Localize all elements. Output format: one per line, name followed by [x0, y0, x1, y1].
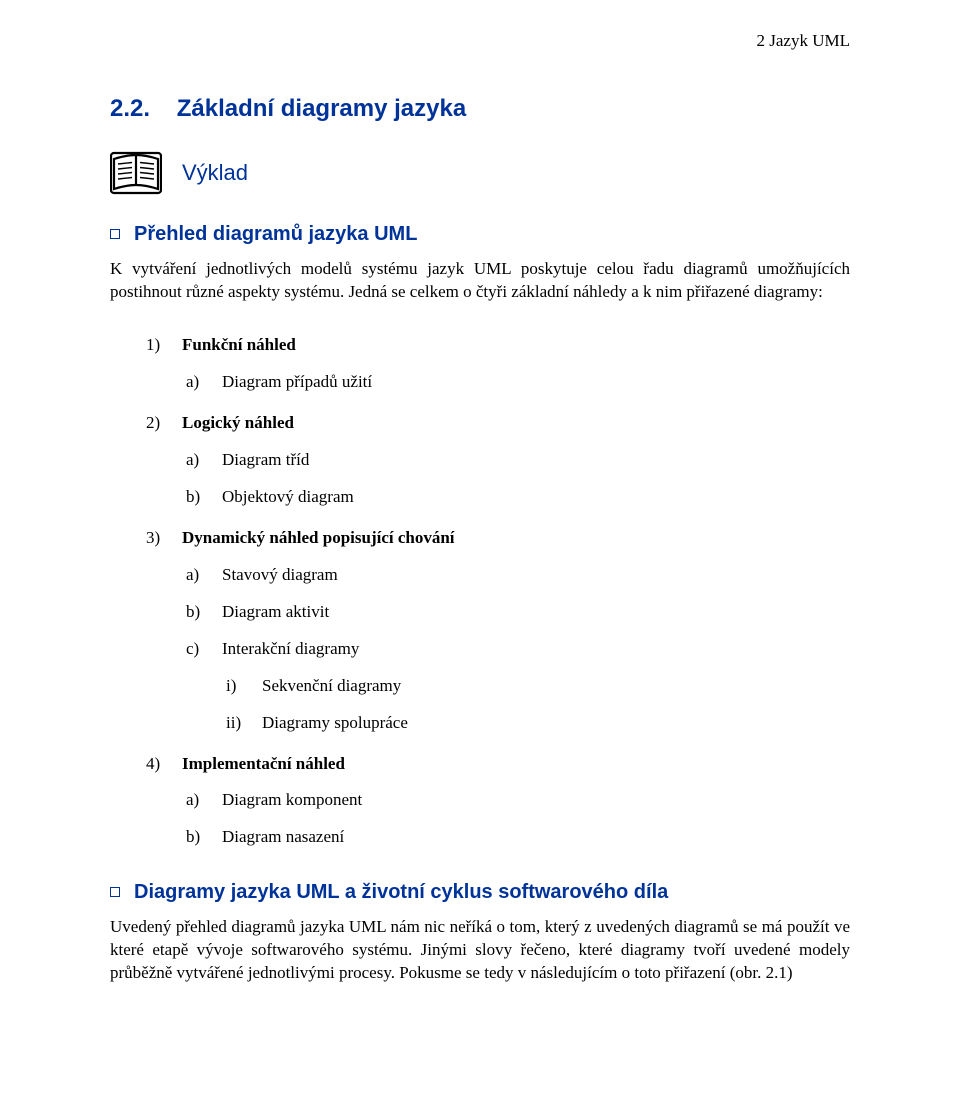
outline-item-3c-i: i) Sekvenční diagramy: [226, 675, 850, 698]
marker: a): [186, 449, 212, 472]
subhead-row-2: Diagramy jazyka UML a životní cyklus sof…: [110, 879, 850, 906]
outline-list: 1) Funkční náhled a) Diagram případů uži…: [110, 334, 850, 849]
outline-item-3: 3) Dynamický náhled popisující chování a…: [146, 527, 850, 735]
outline-label: Objektový diagram: [222, 486, 354, 509]
outline-label: Implementační náhled: [182, 753, 345, 776]
outline-item-3c: c) Interakční diagramy i) Sekvenční diag…: [186, 638, 850, 735]
vyklad-label: Výklad: [182, 158, 248, 188]
outline-item-1: 1) Funkční náhled a) Diagram případů uži…: [146, 334, 850, 394]
subhead-2: Diagramy jazyka UML a životní cyklus sof…: [134, 879, 668, 906]
section-heading: 2.2. Základní diagramy jazyka: [110, 93, 850, 125]
outline-item-3c-ii: ii) Diagramy spolupráce: [226, 712, 850, 735]
marker: i): [226, 675, 252, 698]
outline-item-3b: b) Diagram aktivit: [186, 601, 850, 624]
square-bullet-icon: [110, 229, 120, 239]
outline-label: Diagram tříd: [222, 449, 309, 472]
marker: a): [186, 789, 212, 812]
outline-item-4: 4) Implementační náhled a) Diagram kompo…: [146, 753, 850, 850]
outline-label: Diagram případů užití: [222, 371, 372, 394]
section-title: Základní diagramy jazyka: [177, 95, 466, 122]
subhead-row-1: Přehled diagramů jazyka UML: [110, 221, 850, 248]
outline-item-4b: b) Diagram nasazení: [186, 826, 850, 849]
marker: 3): [146, 527, 172, 550]
marker: c): [186, 638, 212, 661]
outline-label: Interakční diagramy: [222, 638, 359, 661]
marker: a): [186, 564, 212, 587]
marker: a): [186, 371, 212, 394]
outline-label: Diagram aktivit: [222, 601, 329, 624]
marker: b): [186, 601, 212, 624]
page: 2 Jazyk UML 2.2. Základní diagramy jazyk…: [0, 0, 960, 1120]
section-number: 2.2.: [110, 95, 150, 122]
marker: 1): [146, 334, 172, 357]
outline-item-2a: a) Diagram tříd: [186, 449, 850, 472]
outline-item-2: 2) Logický náhled a) Diagram tříd b) Obj…: [146, 412, 850, 509]
book-icon: [110, 151, 162, 195]
para-1: K vytváření jednotlivých modelů systému …: [110, 258, 850, 304]
marker: 2): [146, 412, 172, 435]
outline-label: Sekvenční diagramy: [262, 675, 401, 698]
running-head: 2 Jazyk UML: [110, 30, 850, 53]
marker: b): [186, 486, 212, 509]
marker: b): [186, 826, 212, 849]
vyklad-row: Výklad: [110, 151, 850, 195]
para-2: Uvedený přehled diagramů jazyka UML nám …: [110, 916, 850, 985]
outline-item-4a: a) Diagram komponent: [186, 789, 850, 812]
marker: ii): [226, 712, 252, 735]
outline-label: Diagram nasazení: [222, 826, 344, 849]
outline-label: Stavový diagram: [222, 564, 338, 587]
outline-label: Funkční náhled: [182, 334, 296, 357]
outline-label: Dynamický náhled popisující chování: [182, 527, 455, 550]
marker: 4): [146, 753, 172, 776]
square-bullet-icon: [110, 887, 120, 897]
subhead-1: Přehled diagramů jazyka UML: [134, 221, 417, 248]
outline-item-3a: a) Stavový diagram: [186, 564, 850, 587]
outline-label: Logický náhled: [182, 412, 294, 435]
outline-item-2b: b) Objektový diagram: [186, 486, 850, 509]
outline-label: Diagram komponent: [222, 789, 362, 812]
outline-item-1a: a) Diagram případů užití: [186, 371, 850, 394]
outline-label: Diagramy spolupráce: [262, 712, 408, 735]
